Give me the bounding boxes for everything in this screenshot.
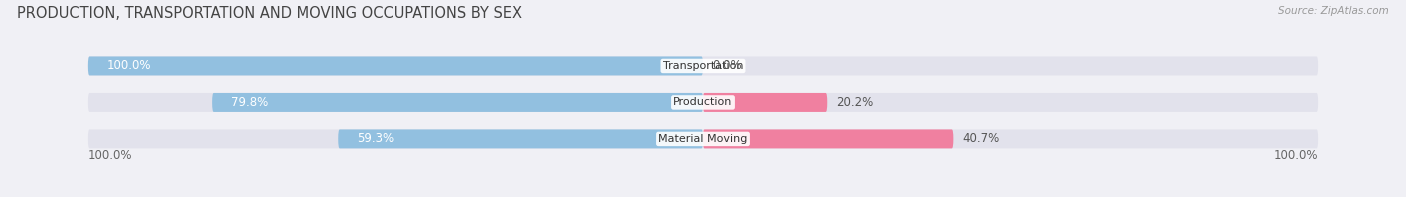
Text: Material Moving: Material Moving [658,134,748,144]
Text: 100.0%: 100.0% [87,149,132,162]
Text: Production: Production [673,98,733,107]
FancyBboxPatch shape [212,93,703,112]
FancyBboxPatch shape [703,93,827,112]
FancyBboxPatch shape [87,57,703,75]
Text: 20.2%: 20.2% [837,96,873,109]
Text: PRODUCTION, TRANSPORTATION AND MOVING OCCUPATIONS BY SEX: PRODUCTION, TRANSPORTATION AND MOVING OC… [17,6,522,21]
Text: 40.7%: 40.7% [963,132,1000,145]
Text: Source: ZipAtlas.com: Source: ZipAtlas.com [1278,6,1389,16]
FancyBboxPatch shape [339,129,703,148]
Text: 100.0%: 100.0% [1274,149,1319,162]
Text: 79.8%: 79.8% [231,96,267,109]
Text: 0.0%: 0.0% [713,59,742,72]
FancyBboxPatch shape [87,57,1319,75]
Text: 100.0%: 100.0% [107,59,150,72]
Text: 59.3%: 59.3% [357,132,394,145]
Text: Transportation: Transportation [662,61,744,71]
FancyBboxPatch shape [703,129,953,148]
FancyBboxPatch shape [87,93,1319,112]
FancyBboxPatch shape [87,129,1319,148]
